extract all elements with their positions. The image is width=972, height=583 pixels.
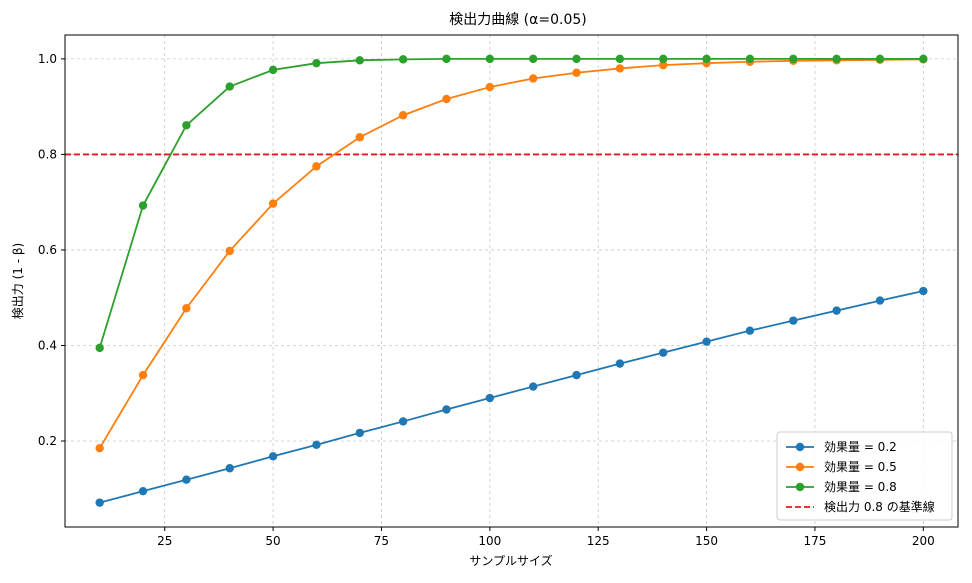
data-point-series-0 [615,359,625,368]
data-point-series-2 [312,58,321,68]
data-point-series-0 [95,498,104,507]
y-axis-ticks: 0.2 0.4 0.6 0.8 1.0 [38,52,65,448]
data-point-series-1 [355,133,364,142]
data-point-series-2 [95,343,104,353]
plot-frame [64,34,959,528]
data-point-series-1 [95,443,104,453]
data-point-series-0 [745,326,755,335]
data-point-series-1 [268,199,278,208]
series-line-1 [98,58,924,449]
data-point-series-0 [268,452,278,461]
data-point-series-0 [398,417,408,426]
data-point-series-2 [702,54,711,64]
x-tick-label: 125 [587,534,610,548]
data-point-series-0 [702,337,711,346]
data-point-series-0 [138,486,148,496]
data-point-series-2 [268,65,278,75]
data-point-series-1 [225,246,234,256]
data-point-series-0 [355,428,364,438]
x-tick-label: 75 [374,534,389,548]
data-point-series-2 [355,56,364,65]
data-point-series-0 [485,393,495,403]
data-point-series-2 [789,54,798,64]
data-point-series-0 [528,382,538,391]
y-axis-label: 検出力 (1 - β) [11,243,25,319]
data-point-series-2 [572,54,581,64]
data-point-series-0 [875,296,885,305]
x-tick-label: 50 [265,534,280,548]
x-tick-label: 150 [695,534,718,548]
data-point-series-2 [485,54,495,64]
data-point-series-2 [182,121,191,130]
legend-marker-effect-0.5 [795,462,805,472]
data-point-series-0 [832,306,841,315]
data-point-series-0 [442,405,451,414]
data-point-series-2 [919,54,928,64]
x-axis-ticks: 25 50 75 100 125 150 175 200 [157,527,935,548]
y-tick-label: 0.2 [38,434,57,448]
y-tick-label: 0.6 [38,243,57,257]
data-point-series-0 [572,370,581,380]
y-tick-label: 0.4 [38,338,57,352]
chart-title: 検出力曲線 (α=0.05) [449,12,587,28]
legend-box [776,431,953,521]
data-point-series-1 [182,304,191,313]
legend-label-effect-0.8: 効果量 = 0.8 [824,479,897,494]
y-tick-label: 1.0 [38,52,57,66]
data-point-series-0 [312,440,321,450]
data-point-series-1 [312,162,321,171]
legend-marker-effect-0.8 [795,482,805,492]
data-point-series-1 [398,111,408,120]
x-tick-label: 25 [157,534,172,548]
x-tick-label: 200 [912,534,935,548]
x-axis-label: サンプルサイズ [469,553,552,568]
data-point-series-2 [528,54,538,64]
series-line-2 [98,57,924,349]
data-point-series-1 [442,94,451,104]
data-point-series-2 [615,54,625,64]
legend-label-effect-0.2: 効果量 = 0.2 [824,439,897,454]
data-point-series-2 [659,54,668,64]
y-tick-label: 0.8 [38,147,57,161]
x-tick-label: 100 [478,534,501,548]
data-point-series-1 [615,64,625,73]
data-point-series-1 [485,82,495,92]
x-tick-label: 175 [803,534,826,548]
data-point-series-2 [442,54,451,64]
data-point-series-1 [572,68,581,77]
data-point-series-2 [832,54,841,64]
series-line-0 [99,290,924,504]
data-point-series-2 [745,54,755,64]
data-point-series-1 [138,370,148,380]
legend-label-reference: 検出力 0.8 の基準線 [824,499,935,514]
data-point-series-0 [789,316,798,325]
data-point-series-0 [182,475,191,484]
data-point-series-0 [919,286,928,296]
legend-label-effect-0.5: 効果量 = 0.5 [824,459,897,474]
data-point-series-1 [659,60,668,70]
legend-marker-effect-0.2 [795,442,805,452]
series-layer [65,54,958,507]
data-point-series-2 [398,55,408,64]
data-point-series-2 [875,54,885,64]
data-point-series-0 [659,348,668,357]
data-point-series-2 [138,201,148,210]
legend: 効果量 = 0.2 効果量 = 0.5 効果量 = 0.8 検出力 0.8 の基… [776,431,953,521]
data-point-series-2 [225,82,234,91]
data-point-series-0 [225,464,234,473]
data-point-series-1 [528,74,538,83]
